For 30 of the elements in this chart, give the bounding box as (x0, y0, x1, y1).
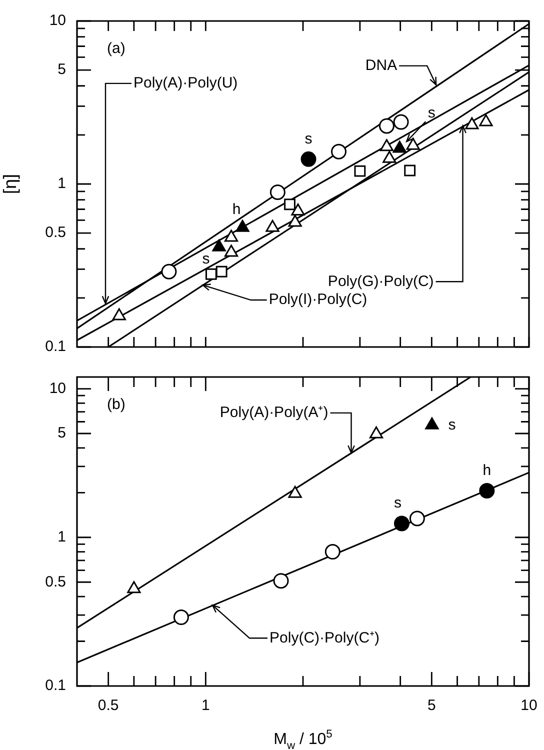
annotation: s (428, 104, 436, 122)
x-tick-label: 10 (520, 697, 538, 714)
y-tick-label: 0.1 (45, 338, 66, 356)
y-tick-label: 0.5 (45, 573, 66, 590)
x-tick-label: 0.5 (98, 697, 119, 714)
y-tick-label: 5 (58, 61, 66, 78)
annotation: Poly(G)·Poly(C) (328, 272, 434, 290)
y-axis-title: [η] (0, 174, 20, 194)
annotation: Poly(C)·Poly(C⁺) (270, 629, 380, 646)
annotation: h (232, 200, 241, 218)
y-tick-label: 1 (58, 528, 66, 546)
y-tick-label: 10 (49, 380, 66, 397)
annotation: h (482, 462, 492, 479)
x-tick-label: 1 (201, 697, 210, 714)
y-tick-label: 5 (58, 424, 66, 442)
y-tick-label: 0.1 (45, 677, 66, 694)
annotation: s (394, 494, 402, 512)
annotation: s (304, 130, 312, 148)
annotation: s (448, 416, 456, 434)
annotation: (a) (107, 40, 126, 58)
annotation: Poly(A)·Poly(U) (133, 74, 238, 92)
annotation: Poly(A)·Poly(A⁺) (220, 404, 328, 422)
x-tick-label: 5 (427, 697, 436, 714)
y-tick-label: 10 (49, 12, 66, 30)
y-tick-label: 0.5 (45, 224, 66, 242)
annotation: DNA (365, 56, 398, 74)
y-tick-label: 1 (58, 175, 66, 192)
annotation: (b) (107, 396, 126, 414)
annotation: s (202, 250, 210, 268)
annotation: Poly(I)·Poly(C) (268, 291, 368, 308)
